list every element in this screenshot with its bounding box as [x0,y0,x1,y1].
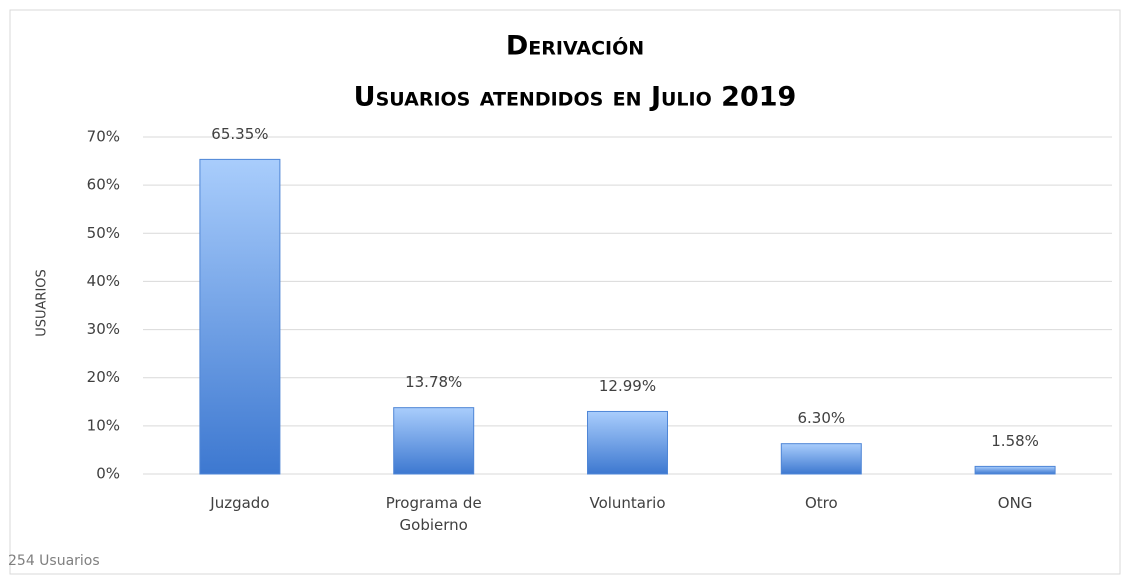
x-tick-label: ONG [997,494,1033,512]
data-label: 6.30% [797,409,845,427]
y-tick-label: 40% [87,272,120,290]
x-tick-label-box: ONG [997,494,1033,512]
bar [587,410,668,475]
x-tick-label: Juzgado [210,494,270,512]
x-tick-label: Programa de Gobierno [385,494,482,534]
x-tick-label-box: Otro [804,494,838,512]
data-label: 65.35% [211,125,268,143]
bar [393,407,475,475]
y-tick-label: 60% [87,176,120,194]
chart-title: Derivación [506,31,644,62]
chart-border [9,9,1121,575]
x-tick-label-box: Programa de Gobierno [385,494,482,534]
x-tick-label-box: Juzgado [210,494,270,512]
data-label: 12.99% [599,377,656,395]
data-label: 13.78% [405,373,462,391]
chart-subtitle: Usuarios atendidos en Julio 2019 [354,82,797,113]
bar [199,158,281,475]
y-tick-label: 10% [87,416,120,434]
x-tick-label: Otro [804,494,838,512]
bar [974,465,1056,475]
y-tick-label: 50% [87,224,120,242]
y-tick-label: 20% [87,368,120,386]
note: 254 Usuarios [8,553,100,569]
y-tick-label: 0% [96,465,120,483]
bar [780,443,862,475]
y-tick-label: 30% [87,320,120,338]
x-tick-label: Voluntario [589,494,666,512]
data-label: 1.58% [991,432,1039,450]
y-axis-label: USUARIOS [35,269,50,337]
y-tick-label: 70% [87,128,120,146]
x-tick-label-box: Voluntario [589,494,666,512]
